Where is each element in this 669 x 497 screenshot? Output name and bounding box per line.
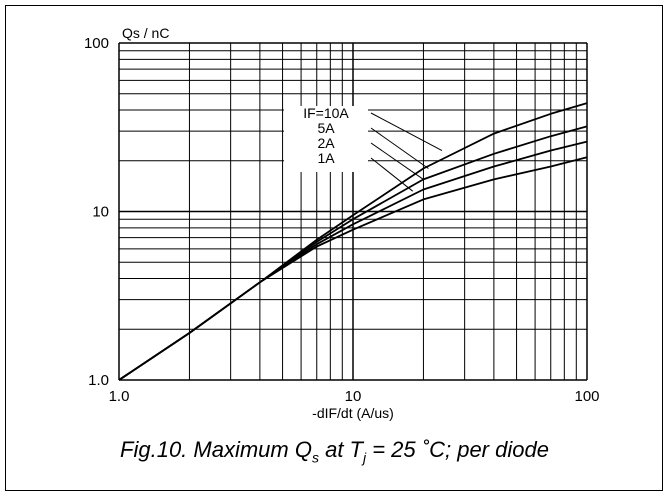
legend-leaders [370, 112, 443, 192]
legend-label-3: 2A [317, 135, 335, 151]
legend-label-1: IF=10A [303, 105, 349, 121]
legend-background [284, 106, 368, 172]
legend-leader-2 [370, 127, 429, 169]
caption-suffix: = 25 ˚C; per diode [366, 437, 549, 462]
legend-label-4: 1A [317, 150, 335, 166]
grid [118, 42, 588, 381]
y-tick-label: 10 [92, 204, 109, 221]
caption-mid: at T [318, 437, 363, 462]
x-tick-label: 10 [345, 388, 362, 405]
y-tick-label: 100 [84, 35, 109, 52]
legend-box [284, 106, 368, 172]
x-tick-label: 100 [574, 388, 599, 405]
x-tick-label: 1.0 [109, 388, 130, 405]
legend-label-2: 5A [317, 120, 335, 136]
y-axis-label: Qs / nC [122, 25, 169, 41]
legend-leader-4 [370, 157, 414, 192]
x-axis-label: -dIF/dt (A/us) [312, 405, 394, 421]
series-group [118, 102, 588, 381]
y-tick-label: 1.0 [88, 372, 109, 389]
legend-leader-3 [370, 142, 424, 180]
caption-prefix: Fig.10. Maximum Q [120, 437, 312, 462]
series-line-4 [118, 156, 588, 381]
figure-caption: Fig.10. Maximum Qs at Tj = 25 ˚C; per di… [0, 437, 669, 465]
figure-frame [5, 5, 663, 491]
caption-q-subscript: s [311, 449, 319, 466]
caption-t-subscript: j [362, 449, 367, 466]
legend-leader-1 [370, 112, 443, 151]
